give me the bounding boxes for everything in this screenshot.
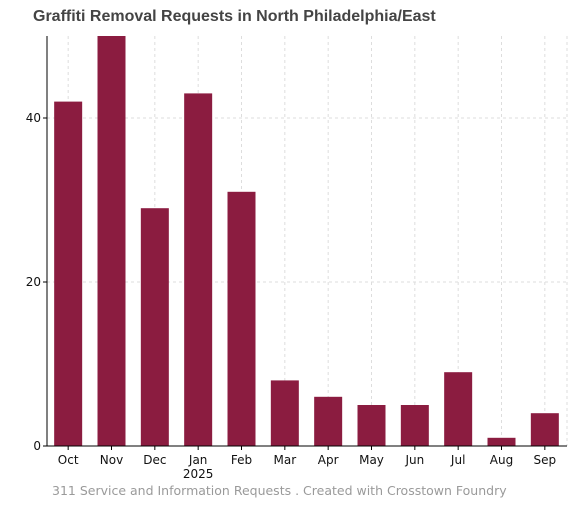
bar-apr [314, 396, 343, 446]
bar-feb [227, 191, 256, 446]
bar-oct [54, 101, 83, 446]
axes [43, 36, 567, 450]
bar-sep [530, 413, 559, 446]
y-tick-label: 20 [26, 275, 41, 289]
chart-footer: 311 Service and Information Requests . C… [52, 483, 507, 498]
x-tick-label: Aug [490, 453, 513, 467]
x-tick-label: Nov [100, 453, 123, 467]
chart-title: Graffiti Removal Requests in North Phila… [33, 8, 436, 25]
bars [54, 36, 559, 447]
bar-mar [270, 380, 299, 446]
bar-jun [400, 405, 429, 446]
y-tick-label: 40 [26, 111, 41, 125]
x-tick-label: Feb [231, 453, 252, 467]
x-tick-label: Jun [404, 453, 424, 467]
x-tick-label: Dec [143, 453, 166, 467]
y-tick-label: 0 [33, 439, 41, 453]
y-tick-labels: 0 20 40 [26, 111, 41, 453]
bar-nov [97, 36, 126, 446]
x-tick-label: Sep [534, 453, 557, 467]
bar-dec [140, 208, 169, 446]
x-tick-label: May [359, 453, 384, 467]
x-tick-label: Oct [58, 453, 79, 467]
bar-jan [184, 93, 213, 447]
x-tick-label: Jul [450, 453, 465, 467]
bar-may [357, 405, 386, 446]
x-tick-label: Mar [274, 453, 297, 467]
bar-aug [487, 437, 516, 446]
x-tick-label: Apr [318, 453, 339, 467]
x-tick-sublabel: 2025 [183, 467, 214, 481]
x-tick-label: Jan [188, 453, 208, 467]
bar-jul [444, 372, 473, 446]
